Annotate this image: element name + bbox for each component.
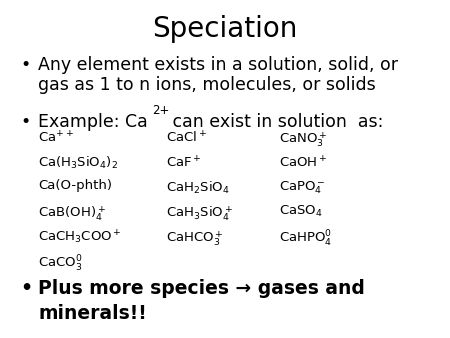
Text: CaCl$^+$: CaCl$^+$ <box>166 130 207 145</box>
Text: Speciation: Speciation <box>152 15 298 43</box>
Text: CaB(OH)$_4^+$: CaB(OH)$_4^+$ <box>38 204 106 223</box>
Text: Plus more species → gases and: Plus more species → gases and <box>38 279 365 298</box>
Text: CaCH$_3$COO$^+$: CaCH$_3$COO$^+$ <box>38 229 122 246</box>
Text: 2+: 2+ <box>152 104 170 117</box>
Text: CaNO$_3^+$: CaNO$_3^+$ <box>279 130 328 149</box>
Text: Ca$^{++}$: Ca$^{++}$ <box>38 130 74 145</box>
Text: CaCO$_3^0$: CaCO$_3^0$ <box>38 254 83 273</box>
Text: CaHPO$_4^0$: CaHPO$_4^0$ <box>279 229 332 249</box>
Text: CaSO$_4$: CaSO$_4$ <box>279 204 323 219</box>
Text: CaF$^+$: CaF$^+$ <box>166 155 202 170</box>
Text: CaH$_3$SiO$_4^+$: CaH$_3$SiO$_4^+$ <box>166 204 234 223</box>
Text: •: • <box>20 56 31 74</box>
Text: CaPO$_4^-$: CaPO$_4^-$ <box>279 179 325 196</box>
Text: Example: Ca: Example: Ca <box>38 113 148 131</box>
Text: Any element exists in a solution, solid, or: Any element exists in a solution, solid,… <box>38 56 398 74</box>
Text: Ca(O-phth): Ca(O-phth) <box>38 179 112 192</box>
Text: •: • <box>20 279 32 298</box>
Text: •: • <box>20 113 31 131</box>
Text: CaH$_2$SiO$_4$: CaH$_2$SiO$_4$ <box>166 179 230 196</box>
Text: CaHCO$_3^+$: CaHCO$_3^+$ <box>166 229 224 248</box>
Text: minerals!!: minerals!! <box>38 304 147 323</box>
Text: CaOH$^+$: CaOH$^+$ <box>279 155 328 170</box>
Text: Ca(H$_3$SiO$_4$)$_2$: Ca(H$_3$SiO$_4$)$_2$ <box>38 155 118 171</box>
Text: can exist in solution  as:: can exist in solution as: <box>167 113 384 131</box>
Text: gas as 1 to n ions, molecules, or solids: gas as 1 to n ions, molecules, or solids <box>38 76 376 94</box>
